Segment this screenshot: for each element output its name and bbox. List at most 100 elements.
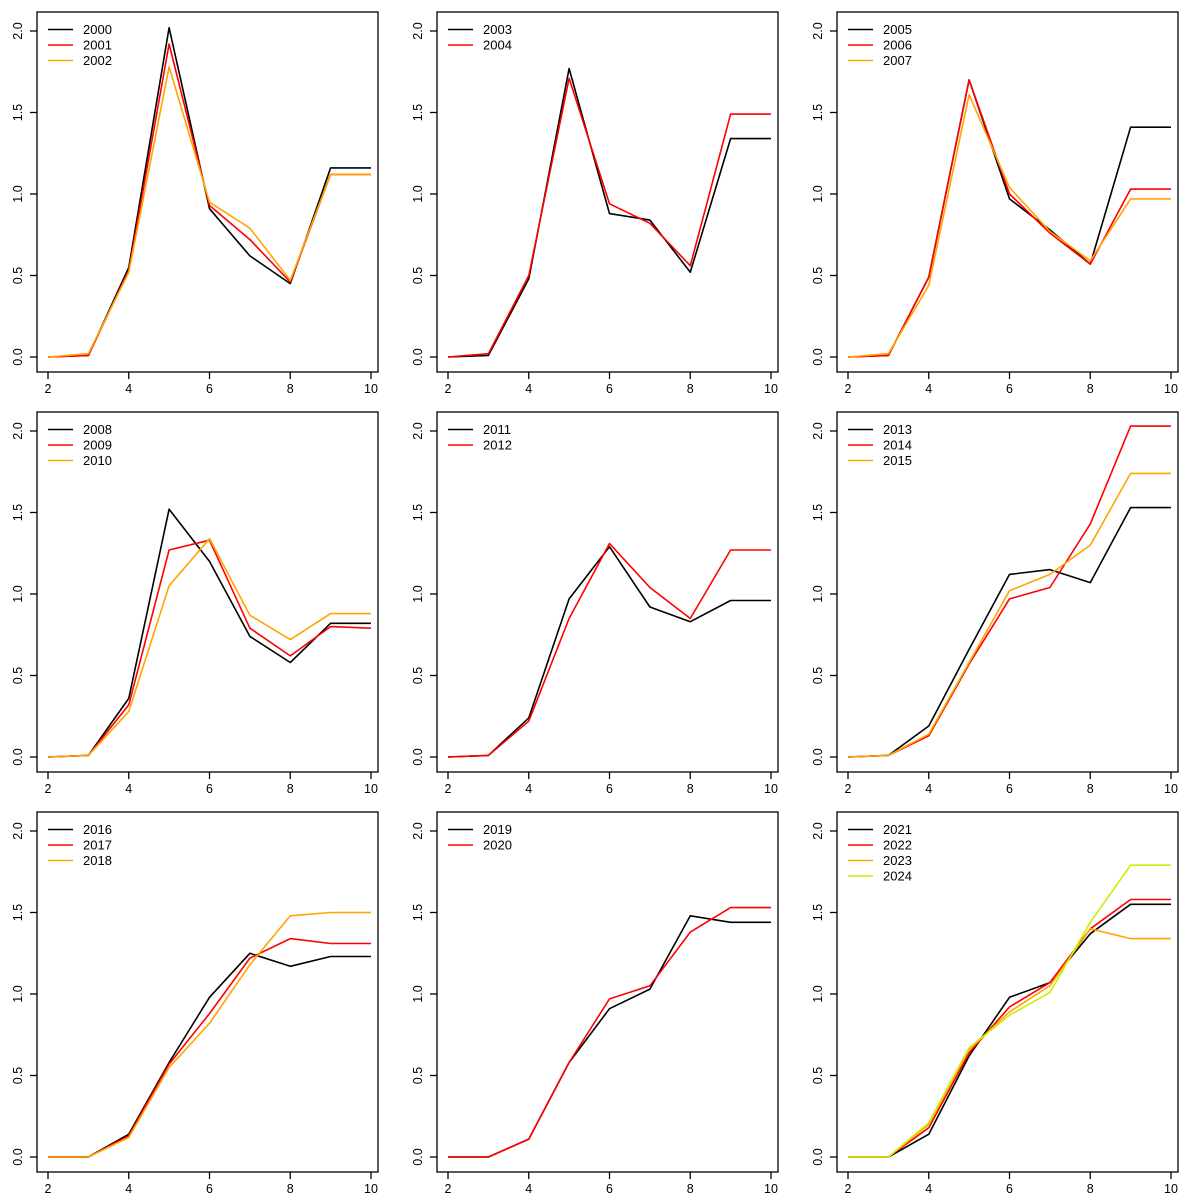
- x-tick-label: 6: [206, 1182, 213, 1196]
- chart-panel-2: 2 4 6 8 10 0.0 0.5 1.0 1.5 2.0 2003 2004: [400, 0, 800, 400]
- series-line-2000: [47, 26, 371, 358]
- y-tick-label: 0.5: [11, 667, 25, 684]
- series-line-2019: [448, 915, 771, 1158]
- plot-box: [36, 411, 379, 773]
- x-tick-label: 2: [45, 782, 52, 796]
- y-tick-label: 1.5: [811, 904, 825, 921]
- y-tick-label: 0.0: [811, 1148, 825, 1165]
- y-axis: 0.0 0.5 1.0 1.5 2.0: [811, 422, 837, 766]
- x-tick-label: 6: [606, 782, 613, 796]
- x-tick-label: 10: [1164, 782, 1178, 796]
- plot-box: [836, 411, 1179, 773]
- x-tick-label: 4: [125, 382, 132, 396]
- legend-label-2006: 2006: [883, 38, 912, 53]
- x-tick-label: 2: [445, 382, 452, 396]
- x-tick-label: 8: [687, 782, 694, 796]
- x-tick-label: 2: [845, 382, 852, 396]
- x-tick-label: 8: [687, 1182, 694, 1196]
- chart-panel-3: 2 4 6 8 10 0.0 0.5 1.0 1.5 2.0 2005 2006 2007: [800, 0, 1200, 400]
- x-tick-label: 6: [1006, 782, 1013, 796]
- y-axis: 0.0 0.5 1.0 1.5 2.0: [811, 22, 837, 366]
- series-line-2018: [48, 911, 371, 1158]
- y-tick-label: 1.0: [411, 985, 425, 1002]
- y-tick-label: 2.0: [411, 422, 425, 439]
- plot-box: [36, 811, 379, 1173]
- y-tick-label: 1.5: [11, 104, 25, 121]
- y-tick-label: 2.0: [811, 22, 825, 39]
- x-axis: 2 4 6 8 10: [445, 772, 778, 796]
- y-tick-label: 1.5: [411, 104, 425, 121]
- x-tick-label: 10: [364, 782, 378, 796]
- legend-label-2013: 2013: [883, 422, 912, 437]
- y-tick-label: 0.5: [811, 667, 825, 684]
- chart-panel-7: 2 4 6 8 10 0.0 0.5 1.0 1.5 2.0 2016 2017 2018: [0, 800, 400, 1200]
- x-tick-label: 4: [925, 1182, 932, 1196]
- x-tick-label: 6: [206, 782, 213, 796]
- y-tick-label: 1.0: [411, 185, 425, 202]
- legend-label-2021: 2021: [883, 822, 912, 837]
- y-tick-label: 0.0: [811, 748, 825, 765]
- x-tick-label: 4: [525, 1182, 532, 1196]
- x-axis: 2 4 6 8 10: [45, 372, 378, 396]
- chart-panel-6: 2 4 6 8 10 0.0 0.5 1.0 1.5 2.0 2013 2014 2015: [800, 400, 1200, 800]
- legend-label-2024: 2024: [883, 869, 912, 884]
- y-tick-label: 2.0: [811, 822, 825, 839]
- legend-label-2023: 2023: [883, 853, 912, 868]
- y-tick-label: 2.0: [11, 422, 25, 439]
- y-tick-label: 1.0: [811, 985, 825, 1002]
- x-tick-label: 6: [1006, 382, 1013, 396]
- x-tick-label: 4: [525, 782, 532, 796]
- plot-box: [36, 11, 379, 373]
- y-tick-label: 1.5: [811, 104, 825, 121]
- x-tick-label: 2: [845, 782, 852, 796]
- x-tick-label: 4: [925, 382, 932, 396]
- series-line-2004: [447, 77, 771, 358]
- legend-label-2004: 2004: [483, 38, 512, 53]
- legend-label-2015: 2015: [883, 453, 912, 468]
- y-tick-label: 0.5: [11, 267, 25, 284]
- x-axis: 2 4 6 8 10: [445, 372, 778, 396]
- series-lines: [47, 26, 371, 358]
- chart-panel-8: 2 4 6 8 10 0.0 0.5 1.0 1.5 2.0 2019 2020: [400, 800, 800, 1200]
- legend-label-2012: 2012: [483, 438, 512, 453]
- x-tick-label: 8: [687, 382, 694, 396]
- series-line-2021: [848, 903, 1171, 1158]
- x-tick-label: 8: [1087, 382, 1094, 396]
- legend-label-2010: 2010: [83, 453, 112, 468]
- series-lines: [447, 542, 771, 758]
- y-tick-label: 1.5: [411, 504, 425, 521]
- legend-label-2000: 2000: [83, 22, 112, 37]
- y-tick-label: 0.5: [811, 1067, 825, 1084]
- y-tick-label: 1.0: [411, 585, 425, 602]
- legend-label-2022: 2022: [883, 838, 912, 853]
- y-tick-label: 0.0: [11, 1148, 25, 1165]
- x-tick-label: 2: [45, 382, 52, 396]
- chart-panel-5: 2 4 6 8 10 0.0 0.5 1.0 1.5 2.0 2011 2012: [400, 400, 800, 800]
- series-line-2005: [847, 79, 1171, 358]
- y-tick-label: 0.0: [411, 748, 425, 765]
- plot-box: [436, 11, 779, 373]
- x-tick-label: 4: [125, 1182, 132, 1196]
- y-tick-label: 0.5: [11, 1067, 25, 1084]
- y-tick-label: 1.5: [11, 904, 25, 921]
- y-tick-label: 2.0: [11, 22, 25, 39]
- y-tick-label: 1.0: [811, 585, 825, 602]
- y-axis: 0.0 0.5 1.0 1.5 2.0: [11, 822, 37, 1166]
- y-tick-label: 0.0: [411, 1148, 425, 1165]
- x-axis: 2 4 6 8 10: [845, 772, 1178, 796]
- series-line-2010: [47, 537, 371, 758]
- plot-box: [436, 811, 779, 1173]
- x-tick-label: 2: [45, 1182, 52, 1196]
- y-tick-label: 2.0: [811, 422, 825, 439]
- series-lines: [447, 67, 771, 358]
- series-line-2013: [847, 506, 1171, 758]
- x-tick-label: 10: [764, 382, 778, 396]
- legend-label-2007: 2007: [883, 53, 912, 68]
